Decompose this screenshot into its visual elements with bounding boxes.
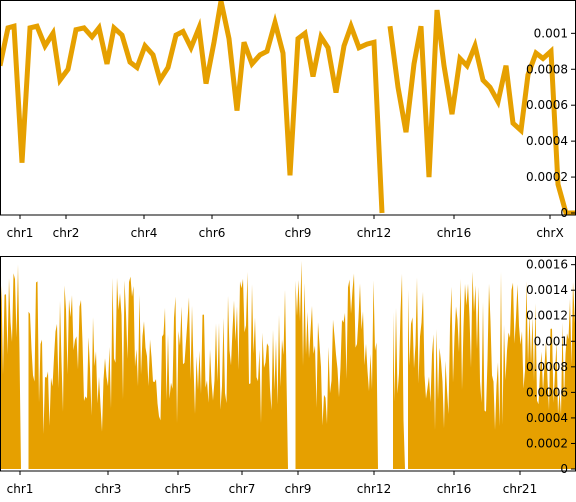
y-tick-label: 0 <box>560 206 568 220</box>
y-tick-label: 0.0002 <box>526 170 568 184</box>
x-tick-label: chr6 <box>199 226 226 240</box>
top-line-series <box>0 0 576 216</box>
line-segment-1 <box>387 9 576 216</box>
x-tick-label: chr16 <box>437 226 471 240</box>
x-tick-label: chr7 <box>229 482 256 496</box>
x-tick-label: chr1 <box>7 226 34 240</box>
y-tick-label: 0.001 <box>534 26 568 40</box>
x-tick-label: chr3 <box>95 482 122 496</box>
y-tick-label: 0.0008 <box>526 62 568 76</box>
x-tick-label: chrX <box>536 226 563 240</box>
y-tick-label: 0 <box>560 462 568 476</box>
x-tick-label: chr2 <box>53 226 80 240</box>
x-tick-label: chr4 <box>131 226 158 240</box>
top-y-axis: 0 0.0002 0.0004 0.0006 0.0008 0.001 <box>526 26 576 220</box>
y-tick-label: 0.0006 <box>526 98 568 112</box>
y-tick-label: 0.0012 <box>526 309 568 323</box>
x-tick-label: chr9 <box>285 226 312 240</box>
x-tick-label: chr21 <box>503 482 537 496</box>
x-tick-label: chr9 <box>285 482 312 496</box>
line-segment-0 <box>0 0 385 214</box>
x-tick-label: chr12 <box>357 482 391 496</box>
density-area <box>0 260 576 469</box>
x-tick-label: chr16 <box>437 482 471 496</box>
bottom-x-axis: chr1 chr3 chr5 chr7 chr9 chr12 chr16 chr21 <box>7 471 537 496</box>
y-tick-label: 0.001 <box>534 334 568 348</box>
bottom-y-axis: 0 0.0002 0.0004 0.0006 0.0008 0.001 0.0012 0.00… <box>526 258 576 476</box>
y-tick-label: 0.0014 <box>526 283 568 297</box>
y-tick-label: 0.0016 <box>526 258 568 272</box>
bottom-area-chart: 0 0.0002 0.0004 0.0006 0.0008 0.001 0.0012 0.00… <box>0 256 576 496</box>
x-tick-label: chr5 <box>165 482 192 496</box>
y-tick-label: 0.0008 <box>526 360 568 374</box>
y-tick-label: 0.0004 <box>526 411 568 425</box>
y-tick-label: 0.0004 <box>526 134 568 148</box>
bottom-area-series <box>0 260 576 469</box>
x-tick-label: chr1 <box>7 482 34 496</box>
y-tick-label: 0.0006 <box>526 385 568 399</box>
y-tick-label: 0.0002 <box>526 436 568 450</box>
x-tick-label: chr12 <box>357 226 391 240</box>
top-x-axis: chr1 chr2 chr4 chr6 chr9 chr12 chr16 chrX <box>7 215 564 240</box>
